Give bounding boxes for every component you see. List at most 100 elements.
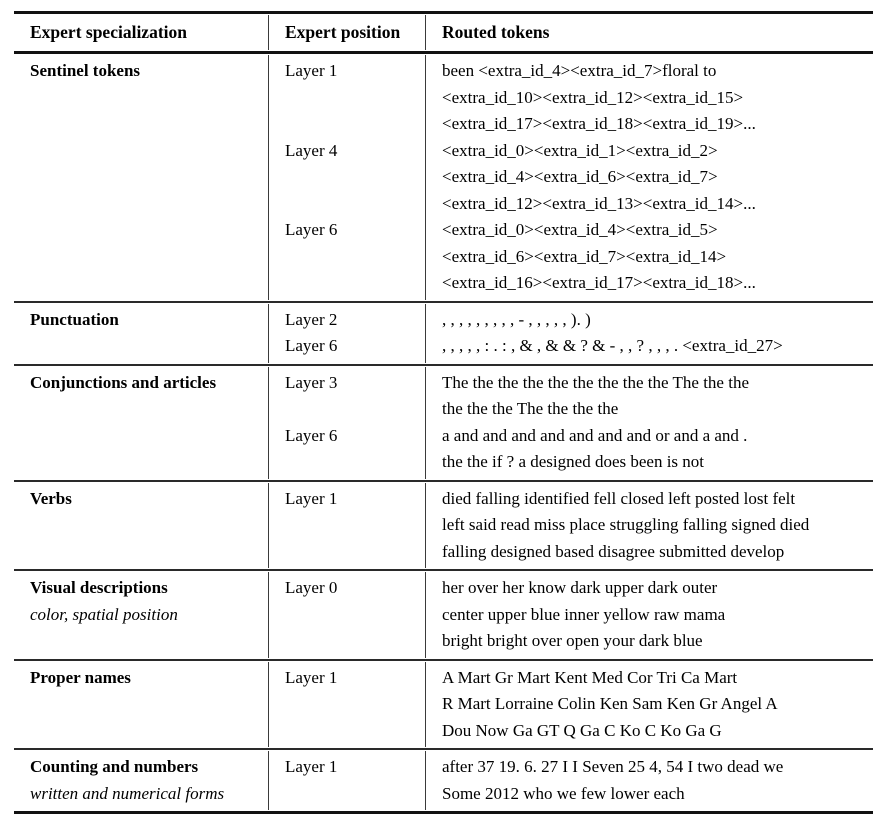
table-section: Visual descriptions color, spatial positi… — [14, 571, 873, 659]
token-line: <extra_id_0><extra_id_1><extra_id_2> — [442, 140, 718, 160]
layer-entry: Layer 1 after 37 19. 6. 27 I I Seven 25 4… — [268, 754, 873, 807]
token-line: Dou Now Ga GT Q Ga C Ko C Ko Ga G — [442, 720, 722, 740]
section-name: Visual descriptions — [30, 578, 168, 597]
layer-cell: Layer 1 — [268, 665, 425, 745]
token-line: Some 2012 who we few lower each — [442, 783, 685, 803]
expert-specialization-table: Expert specialization Expert position Ro… — [14, 11, 873, 814]
token-line: <extra_id_16><extra_id_17><extra_id_18>.… — [442, 273, 756, 292]
section-divider-rule — [14, 479, 873, 482]
tokens-cell: her over her know dark upper dark outer c… — [425, 575, 873, 655]
layer-cell: Layer 6 — [268, 217, 425, 297]
layer-cell: Layer 4 — [268, 138, 425, 218]
layer-cell: Layer 0 — [268, 575, 425, 655]
tokens-cell: A Mart Gr Mart Kent Med Cor Tri Ca Mart R… — [425, 665, 873, 745]
layer-label: Layer 2 — [285, 309, 338, 329]
table-top-rule — [14, 11, 873, 14]
table-section: Conjunctions and articles Layer 3 The the … — [14, 366, 873, 480]
header-label-specialization: Expert specialization — [30, 22, 187, 42]
section-entries: Layer 1 after 37 19. 6. 27 I I Seven 25 4… — [268, 754, 873, 807]
token-line: <extra_id_4><extra_id_6><extra_id_7> — [442, 167, 718, 186]
layer-cell: Layer 3 — [268, 370, 425, 423]
section-divider-rule — [14, 300, 873, 303]
section-entries: Layer 1 been <extra_id_4><extra_id_7>flor… — [268, 58, 873, 297]
layer-cell: Layer 1 — [268, 486, 425, 566]
layer-cell: Layer 6 — [268, 423, 425, 476]
tokens-cell: , , , , , : . : , & , & & ? & - , , ? , … — [425, 333, 873, 360]
layer-entry: Layer 0 her over her know dark upper dark… — [268, 575, 873, 655]
layer-label: Layer 1 — [285, 488, 338, 508]
header-cell-tokens: Routed tokens — [425, 22, 873, 43]
layer-entry: Layer 1 been <extra_id_4><extra_id_7>flor… — [268, 58, 873, 138]
tokens-cell: after 37 19. 6. 27 I I Seven 25 4, 54 I … — [425, 754, 873, 807]
header-bottom-rule — [14, 51, 873, 54]
token-line: <extra_id_12><extra_id_13><extra_id_14>.… — [442, 193, 756, 213]
section-entries: Layer 1 died falling identified fell clos… — [268, 486, 873, 566]
section-divider-rule — [14, 658, 873, 661]
section-entries: Layer 1 A Mart Gr Mart Kent Med Cor Tri C… — [268, 665, 873, 745]
table-section: Counting and numbers written and numerica… — [14, 750, 873, 811]
layer-label: Layer 1 — [285, 757, 338, 776]
token-line: the the if ? a designed does been is not — [442, 452, 705, 471]
header-label-position: Expert position — [285, 22, 401, 42]
section-entries: Layer 3 The the the the the the the the t… — [268, 370, 873, 476]
section-name: Verbs — [30, 488, 72, 508]
token-line: bright bright over open your dark blue — [442, 631, 703, 650]
token-line: her over her know dark upper dark outer — [442, 578, 718, 597]
section-title-cell: Visual descriptions color, spatial positi… — [14, 575, 268, 655]
section-name: Conjunctions and articles — [30, 372, 217, 392]
token-line: falling designed based disagree submitte… — [442, 541, 785, 561]
layer-entry: Layer 6 , , , , , : . : , & , & & ? & - ,… — [268, 333, 873, 360]
layer-entry: Layer 1 A Mart Gr Mart Kent Med Cor Tri C… — [268, 665, 873, 745]
table-body: Sentinel tokens Layer 1 been <extra_id_4><… — [14, 54, 873, 814]
tokens-cell: The the the the the the the the the The … — [425, 370, 873, 423]
section-subtitle: written and numerical forms — [30, 783, 225, 803]
section-title-cell: Punctuation — [14, 307, 268, 360]
layer-entry: Layer 1 died falling identified fell clos… — [268, 486, 873, 566]
section-divider-rule — [14, 748, 873, 750]
table-section: Sentinel tokens Layer 1 been <extra_id_4><… — [14, 54, 873, 301]
section-entries: Layer 0 her over her know dark upper dark… — [268, 575, 873, 655]
token-line: been <extra_id_4><extra_id_7>floral to — [442, 61, 717, 80]
token-line: , , , , , : . : , & , & & ? & - , , ? , … — [442, 336, 783, 355]
layer-label: Layer 3 — [285, 372, 338, 392]
token-line: died falling identified fell closed left… — [442, 488, 796, 508]
table-section: Verbs Layer 1 died falling identified fell… — [14, 482, 873, 570]
layer-entry: Layer 2 , , , , , , , , , - , , , , , ). … — [268, 307, 873, 334]
layer-label: Layer 6 — [285, 425, 338, 445]
layer-label: Layer 0 — [285, 578, 338, 597]
section-name: Punctuation — [30, 309, 119, 329]
token-line: <extra_id_6><extra_id_7><extra_id_14> — [442, 246, 727, 266]
header-cell-position: Expert position — [268, 22, 425, 43]
token-line: the the the The the the the — [442, 399, 619, 418]
token-line: A Mart Gr Mart Kent Med Cor Tri Ca Mart — [442, 667, 738, 687]
token-line: <extra_id_0><extra_id_4><extra_id_5> — [442, 220, 718, 239]
layer-entry: Layer 3 The the the the the the the the t… — [268, 370, 873, 423]
section-title-cell: Sentinel tokens — [14, 58, 268, 297]
layer-entry: Layer 6 a and and and and and and and or … — [268, 423, 873, 476]
token-line: <extra_id_17><extra_id_18><extra_id_19>.… — [442, 114, 756, 133]
token-line: R Mart Lorraine Colin Ken Sam Ken Gr Ang… — [442, 694, 778, 713]
token-line: a and and and and and and and or and a a… — [442, 425, 748, 445]
table-header-row: Expert specialization Expert position Ro… — [14, 14, 873, 51]
layer-label: Layer 6 — [285, 336, 338, 355]
token-line: after 37 19. 6. 27 I I Seven 25 4, 54 I … — [442, 757, 784, 776]
token-line: The the the the the the the the the The … — [442, 372, 749, 392]
layer-entry: Layer 4 <extra_id_0><extra_id_1><extra_id… — [268, 138, 873, 218]
layer-label: Layer 6 — [285, 220, 338, 239]
tokens-cell: died falling identified fell closed left… — [425, 486, 873, 566]
token-line: <extra_id_10><extra_id_12><extra_id_15> — [442, 87, 744, 107]
section-name: Proper names — [30, 667, 131, 687]
tokens-cell: been <extra_id_4><extra_id_7>floral to <e… — [425, 58, 873, 138]
tokens-cell: a and and and and and and and or and a a… — [425, 423, 873, 476]
header-cell-specialization: Expert specialization — [14, 22, 268, 43]
section-name: Counting and numbers — [30, 757, 199, 776]
table-section: Punctuation Layer 2 , , , , , , , , , - , … — [14, 303, 873, 364]
section-subtitle: color, spatial position — [30, 604, 178, 624]
token-line: left said read miss place struggling fal… — [442, 515, 810, 534]
section-entries: Layer 2 , , , , , , , , , - , , , , , ). … — [268, 307, 873, 360]
section-title-cell: Proper names — [14, 665, 268, 745]
section-divider-rule — [14, 569, 873, 571]
layer-cell: Layer 6 — [268, 333, 425, 360]
layer-label: Layer 1 — [285, 667, 338, 687]
section-title-cell: Conjunctions and articles — [14, 370, 268, 476]
